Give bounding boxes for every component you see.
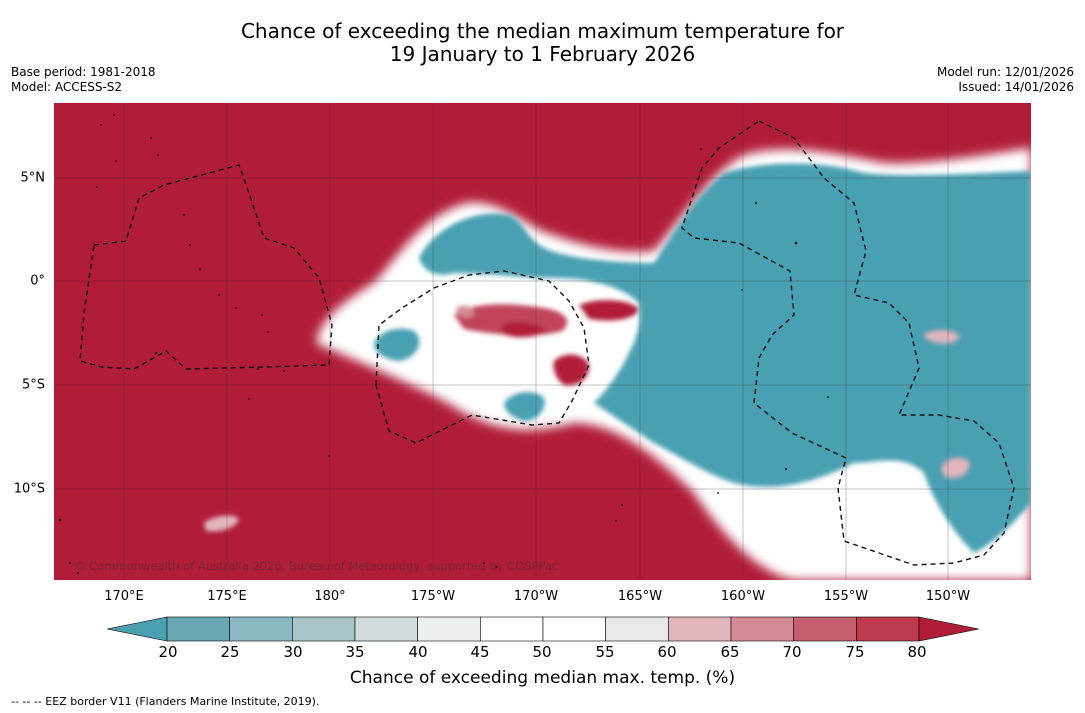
lat-label: 5°N [20,170,46,186]
lon-label: 170°E [104,589,144,604]
colorbar-tick: 70 [782,643,802,661]
lat-label: 5°S [21,377,45,393]
copyright-notice: © Commonwealth of Australia 2026, Bureau… [74,559,559,573]
lon-label: 165°W [617,589,663,604]
model-name: Model: ACCESS-S2 [11,80,123,94]
colorbar-tick: 40 [408,643,428,661]
lon-label: 170°W [513,589,559,604]
lon-label: 155°W [823,589,869,604]
lon-label: 175°E [207,589,247,604]
colorbar-label: Chance of exceeding median max. temp. (%… [349,668,736,688]
colorbar-segment [856,616,920,642]
colorbar-tick: 25 [220,643,240,661]
colorbar-segment [166,616,230,642]
colorbar-segment [668,616,732,642]
model-run: Model run: 12/01/2026 [936,65,1074,79]
colorbar-segment [793,616,857,642]
lon-label: 150°W [925,589,971,604]
lon-label: 180° [314,589,346,604]
map-svg [54,103,1031,580]
above-median-core [454,300,639,386]
colorbar-tick: 20 [158,643,178,661]
colorbar-over-triangle [918,616,979,642]
base-period: Base period: 1981-2018 [11,65,156,79]
lat-label: 0° [30,273,45,289]
issued-date: Issued: 14/01/2026 [958,80,1074,94]
colorbar-segment [229,616,293,642]
title-line-1: Chance of exceeding the median maximum t… [240,19,845,43]
islands [58,114,829,574]
colorbar-segment [417,616,481,642]
forecast-map[interactable]: © Commonwealth of Australia 2026, Bureau… [54,103,1031,580]
lon-label: 160°W [720,589,766,604]
below-median-zone [204,163,1031,553]
colorbar-segment [542,616,606,642]
lat-label: 10°S [13,481,45,497]
colorbar-segment [354,616,418,642]
colorbar-tick: 30 [283,643,303,661]
chart-title: Chance of exceeding the median maximum t… [0,20,1085,66]
colorbar-tick: 80 [907,643,927,661]
graticule [54,103,1031,580]
colorbar-tick: 35 [345,643,365,661]
colorbar-segment [730,616,794,642]
run-info: Model run: 12/01/2026 Issued: 14/01/2026 [937,65,1074,95]
base-info: Base period: 1981-2018 Model: ACCESS-S2 [11,65,156,95]
lon-label: 175°W [410,589,456,604]
colorbar-segment [292,616,356,642]
colorbar-tick: 65 [720,643,740,661]
colorbar [107,616,979,642]
colorbar-tick: 50 [532,643,552,661]
colorbar-segment [605,616,669,642]
eez-borders [79,120,1015,566]
colorbar-tick: 60 [657,643,677,661]
eez-legend: -- -- -- EEZ border V11 (Flanders Marine… [11,695,320,708]
colorbar-under-triangle [107,616,168,642]
colorbar-tick: 75 [845,643,865,661]
colorbar-segment [480,616,544,642]
colorbar-tick: 55 [595,643,615,661]
colorbar-tick: 45 [470,643,490,661]
title-line-2: 19 January to 1 February 2026 [389,42,696,66]
